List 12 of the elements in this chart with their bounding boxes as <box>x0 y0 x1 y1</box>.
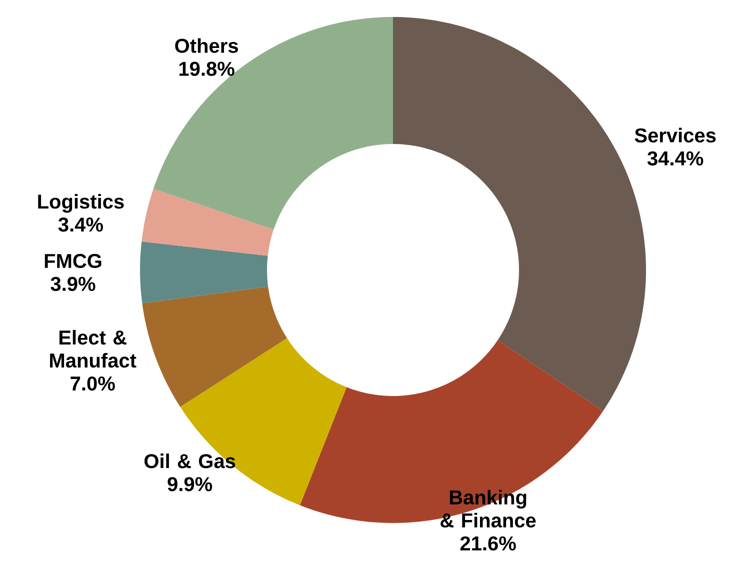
data-label: 9.9% <box>168 477 212 492</box>
data-label: 19.8% <box>179 62 234 76</box>
slice-label: FMCG <box>44 254 102 268</box>
slice-label: Elect & Manufact <box>50 330 136 368</box>
data-label: 34.4% <box>647 151 704 166</box>
data-label: 3.4% <box>58 218 103 232</box>
data-label: 3.9% <box>50 276 96 292</box>
slice-label: Logistics <box>38 194 124 213</box>
data-label: 21.6% <box>460 536 516 551</box>
slice-label: Services <box>634 128 716 143</box>
slice-label: Others <box>175 38 238 53</box>
data-label: 7.0% <box>70 376 115 391</box>
